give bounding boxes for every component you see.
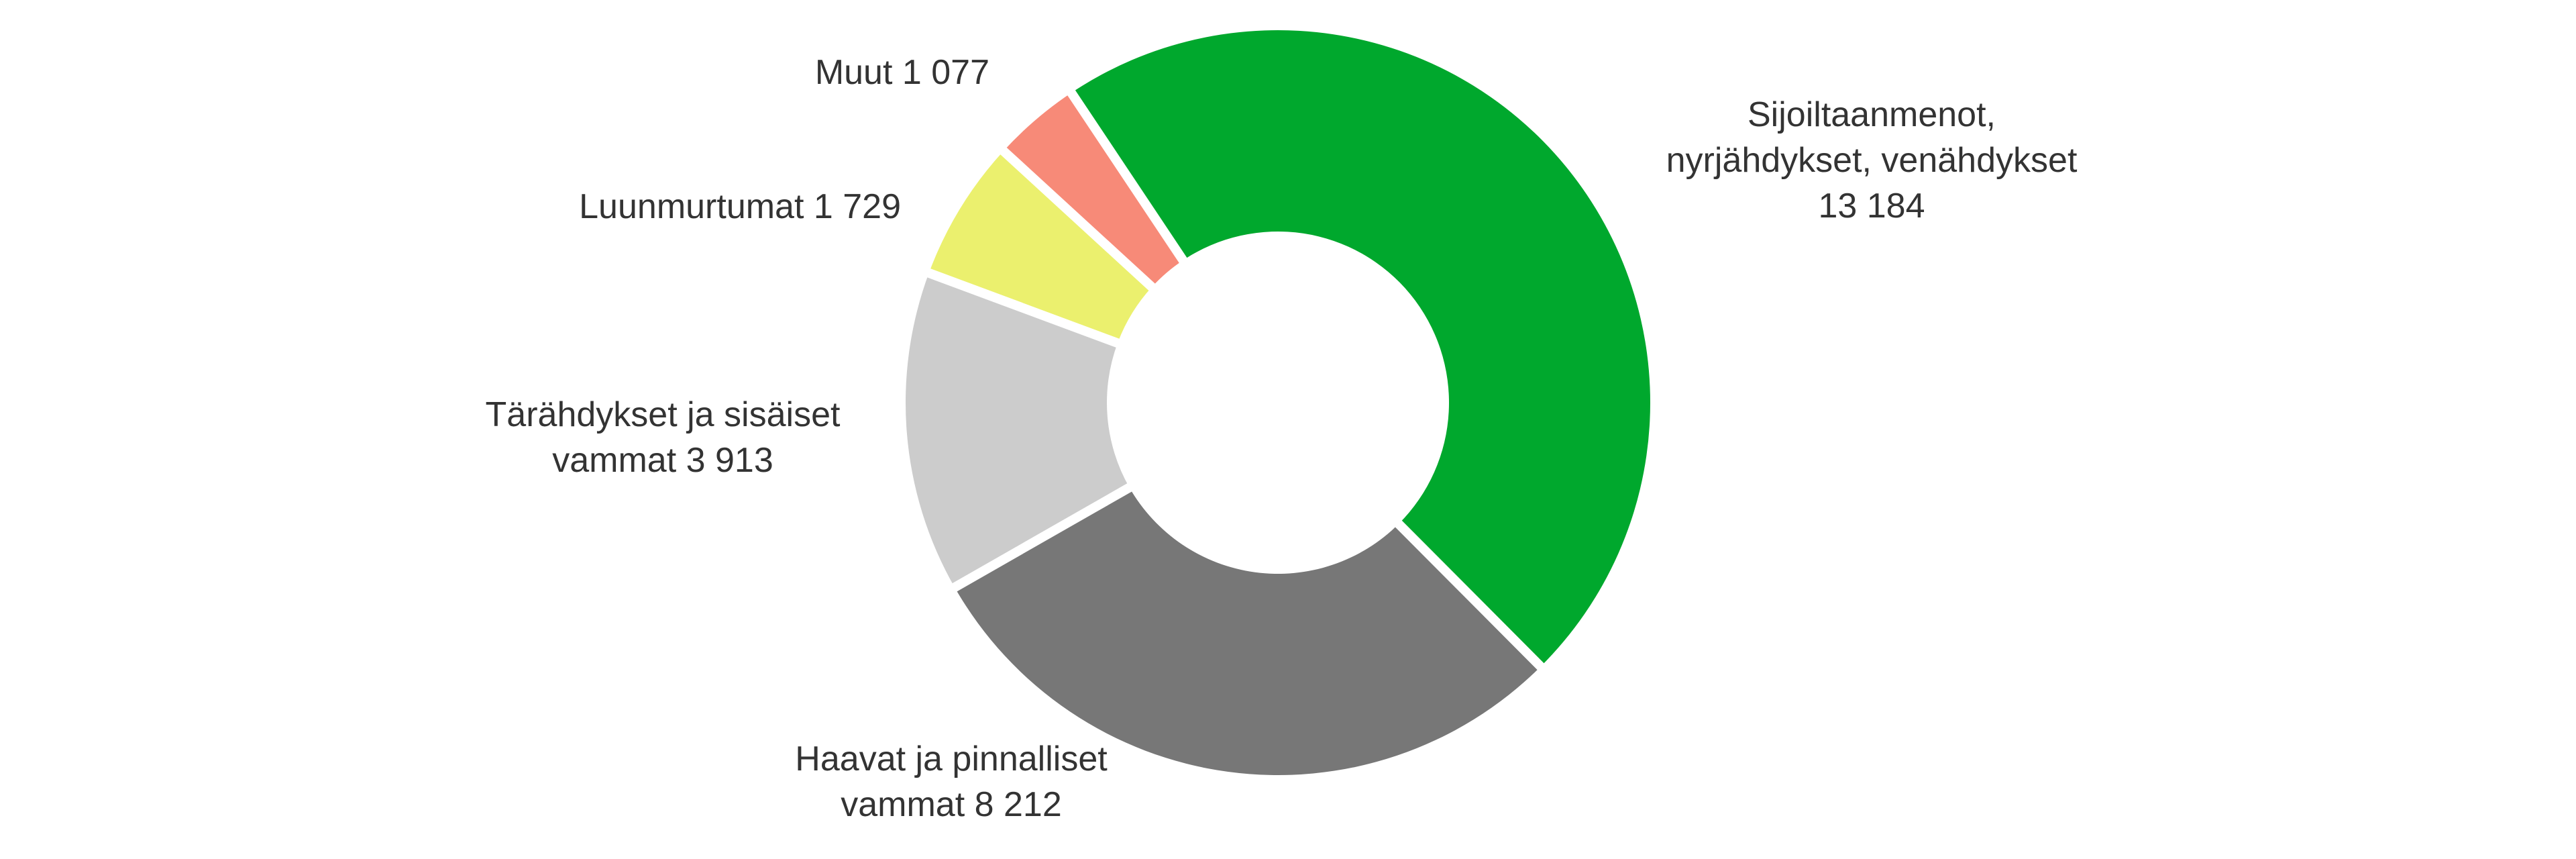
donut-slice-4	[928, 150, 1152, 344]
slice-label-2: Haavat ja pinnalliset vammat 8 212	[795, 740, 1108, 824]
slice-label-5: Muut 1 077	[815, 53, 989, 92]
slice-separator-4	[924, 267, 1123, 349]
slice-label-line: Luunmurtumat 1 729	[579, 187, 901, 226]
slice-label-line: Haavat ja pinnalliset	[795, 740, 1108, 778]
donut-slice-5	[1003, 93, 1183, 287]
donut-slice-1	[1071, 30, 1650, 667]
slice-labels: Sijoiltaanmenot, nyrjähdykset, venähdykse…	[486, 53, 2078, 824]
slice-separator-5	[998, 145, 1158, 293]
donut-slices	[906, 30, 1650, 775]
slice-label-1: Sijoiltaanmenot, nyrjähdykset, venähdykse…	[1666, 95, 2078, 225]
slice-separator-3	[949, 481, 1135, 593]
slice-label-3: Tärähdykset ja sisäiset vammat 3 913	[486, 395, 841, 480]
slice-label-line: Tärähdykset ja sisäiset	[486, 395, 841, 434]
slice-label-line: Sijoiltaanmenot,	[1748, 95, 1996, 134]
slice-label-line: Muut 1 077	[815, 53, 989, 92]
slice-separator-1	[1065, 87, 1189, 266]
slice-label-line: 13 184	[1818, 187, 1925, 225]
slice-label-line: vammat 8 212	[841, 785, 1062, 824]
slice-label-line: nyrjähdykset, venähdykset	[1666, 141, 2078, 180]
slice-separator-2	[1393, 518, 1547, 672]
donut-slice-3	[906, 272, 1130, 588]
slice-label-line: vammat 3 913	[552, 441, 773, 480]
slice-label-4: Luunmurtumat 1 729	[579, 187, 901, 226]
donut-slice-2	[955, 487, 1541, 775]
